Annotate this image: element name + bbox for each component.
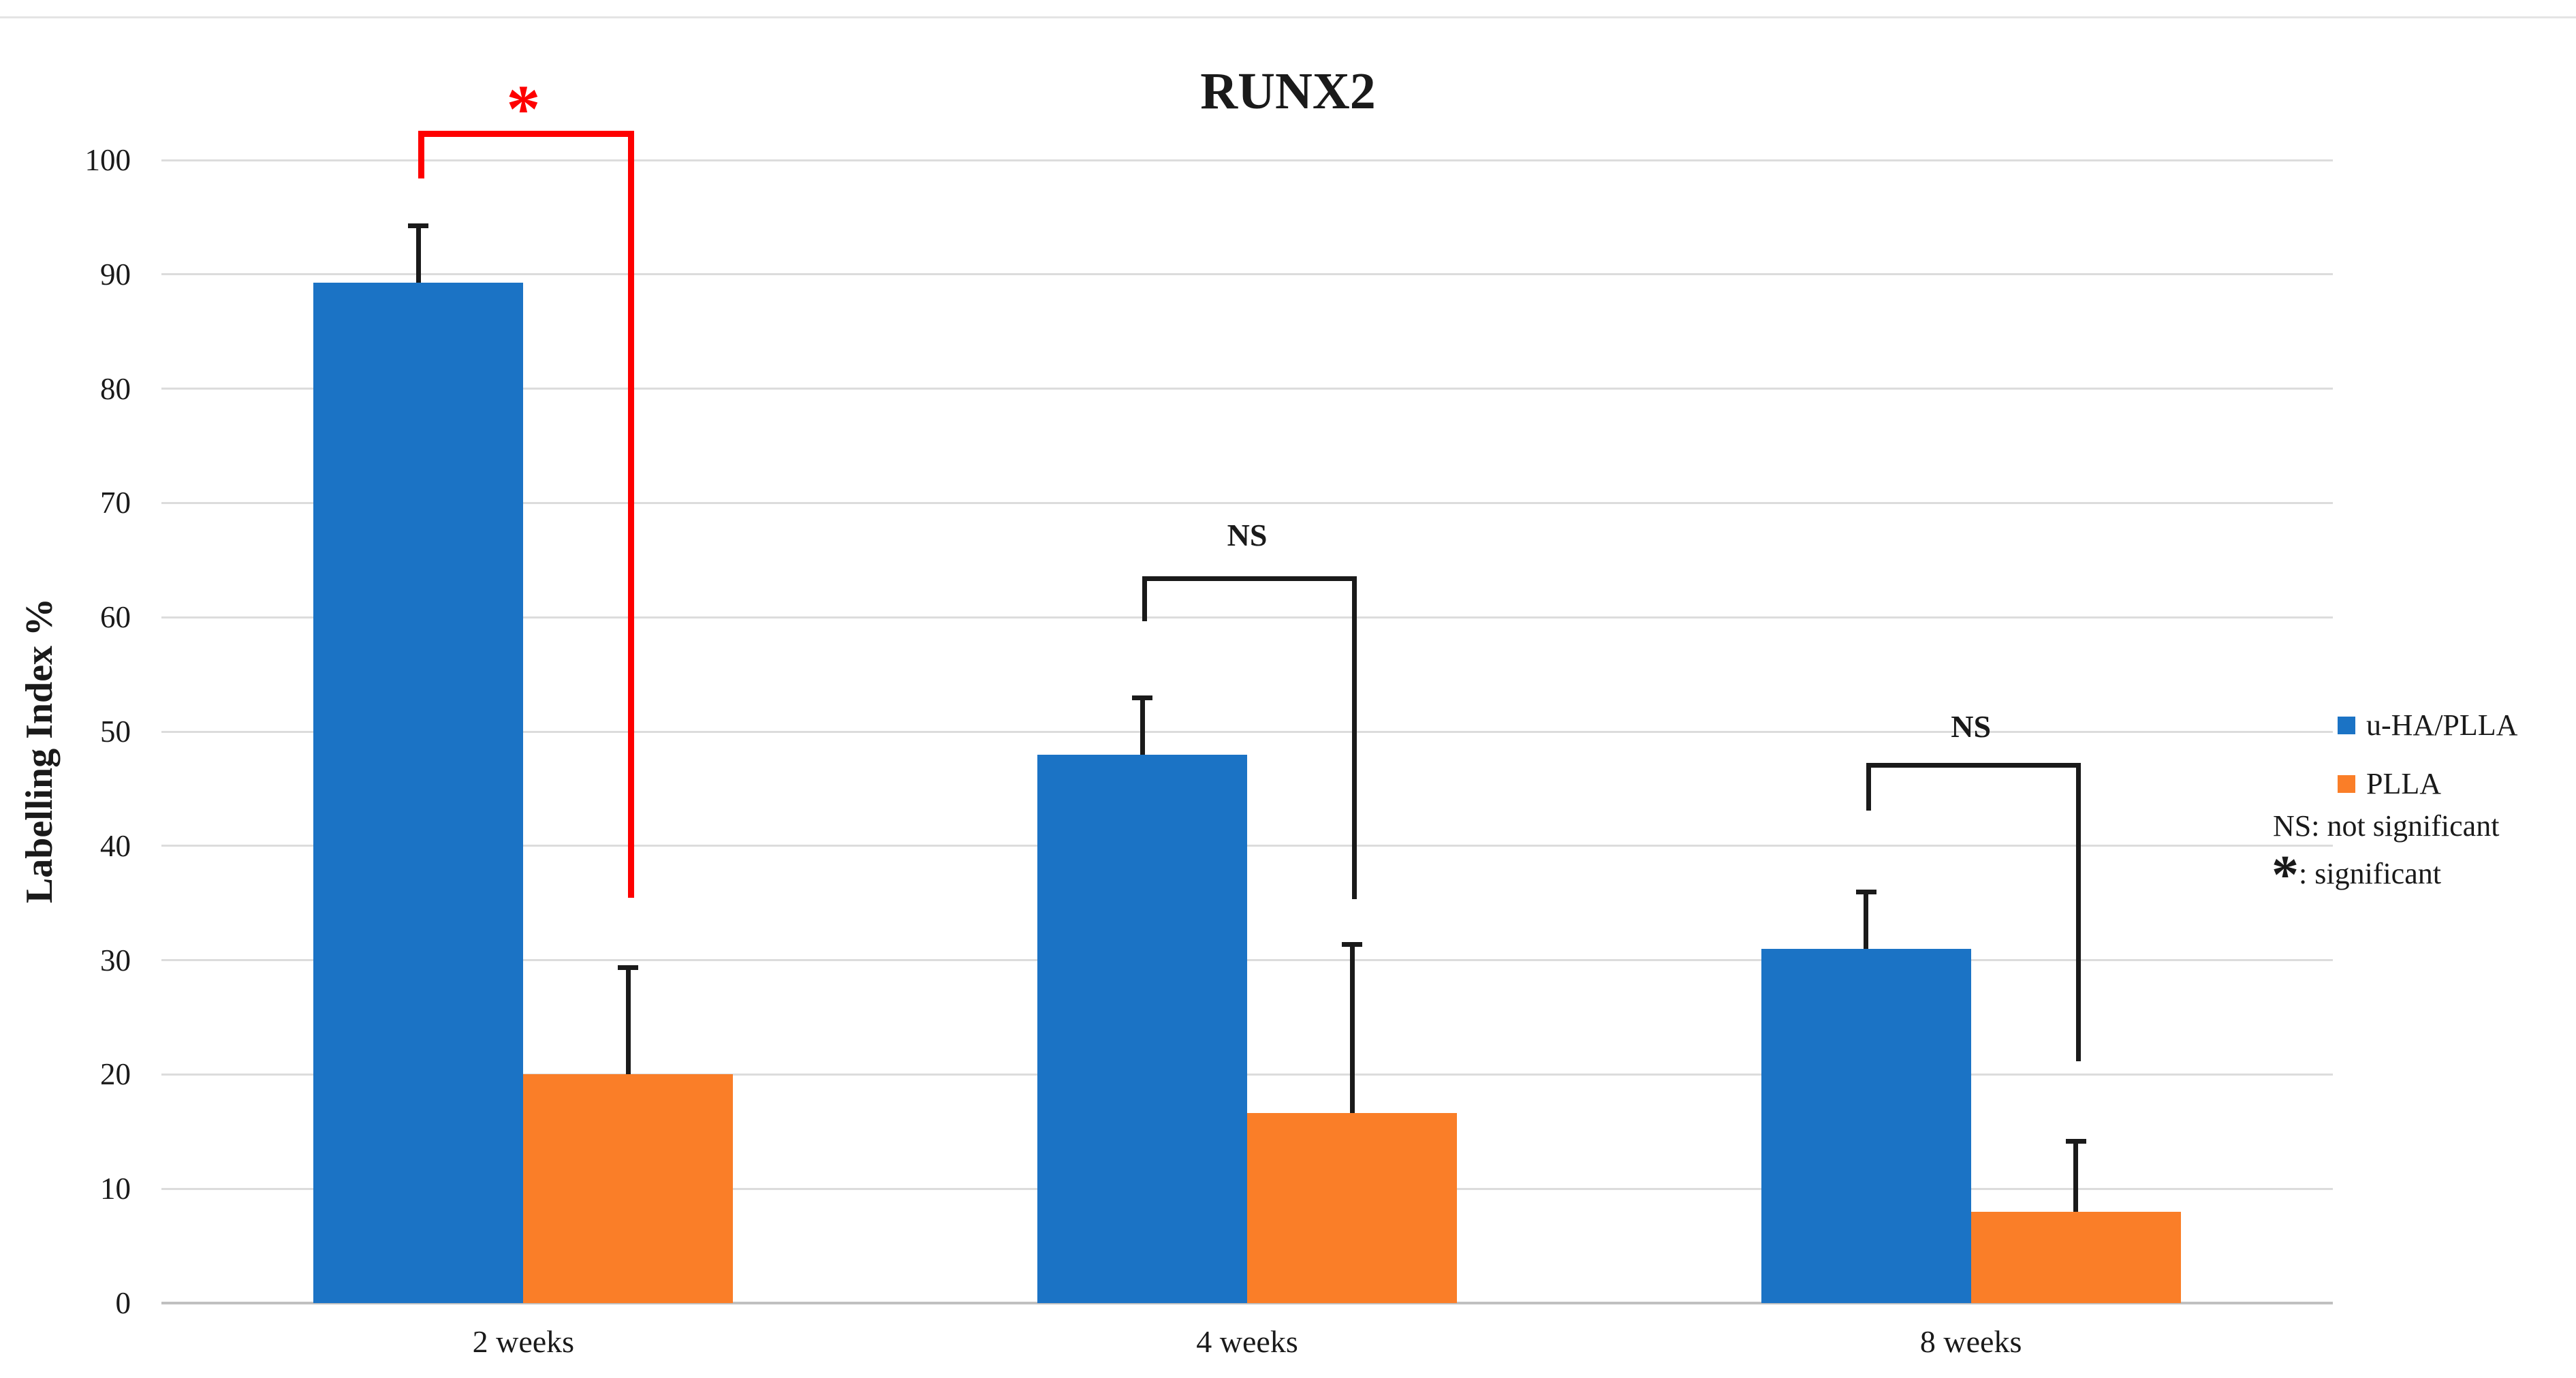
legend-swatch-plla bbox=[2338, 775, 2355, 793]
error-bar-plla-2-weeks bbox=[625, 967, 631, 1075]
legend-label-plla: PLLA bbox=[2366, 767, 2441, 800]
error-bar-cap-plla-8-weeks bbox=[2065, 1138, 2086, 1144]
bar-plla-8-weeks bbox=[1970, 1211, 2181, 1303]
significance-bracket-left-tick-2-weeks bbox=[418, 131, 425, 178]
legend-item-u-ha-plla: u-HA/PLLA bbox=[2338, 707, 2517, 744]
gridline-80 bbox=[161, 388, 2333, 390]
y-tick-label-70: 70 bbox=[100, 486, 131, 520]
legend-item-plla: PLLA bbox=[2338, 766, 2441, 802]
legend-note-star-symbol: * bbox=[2272, 845, 2299, 905]
x-tick-label-4-weeks: 4 weeks bbox=[1196, 1324, 1298, 1359]
bar-u-ha-plla-8-weeks bbox=[1761, 948, 1971, 1303]
bar-u-ha-plla-4-weeks bbox=[1037, 754, 1247, 1303]
error-bar-cap-u-ha-plla-2-weeks bbox=[408, 223, 429, 228]
error-bar-u-ha-plla-4-weeks bbox=[1140, 697, 1145, 755]
error-bar-cap-u-ha-plla-4-weeks bbox=[1132, 695, 1152, 700]
significance-bracket-8-weeks bbox=[1866, 763, 2081, 768]
gridline-50 bbox=[161, 730, 2333, 733]
legend-note-star-text: : significant bbox=[2299, 857, 2441, 890]
gridline-100 bbox=[161, 159, 2333, 161]
legend-label-u-ha-plla: u-HA/PLLA bbox=[2366, 708, 2518, 742]
legend-note-ns-symbol: NS bbox=[2273, 809, 2312, 843]
error-bar-u-ha-plla-8-weeks bbox=[1864, 891, 1869, 949]
error-bar-cap-plla-2-weeks bbox=[618, 965, 639, 970]
y-tick-label-20: 20 bbox=[100, 1057, 131, 1092]
gridline-90 bbox=[161, 273, 2333, 276]
significance-label-4-weeks: NS bbox=[1227, 518, 1268, 552]
significance-bracket-right-line-4-weeks bbox=[1352, 576, 1357, 899]
bar-plla-4-weeks bbox=[1247, 1113, 1457, 1303]
gridline-70 bbox=[161, 501, 2333, 504]
x-axis-line bbox=[161, 1302, 2333, 1304]
significance-bracket-right-line-2-weeks bbox=[628, 131, 635, 898]
bar-plla-2-weeks bbox=[523, 1074, 734, 1303]
error-bar-plla-8-weeks bbox=[2073, 1140, 2079, 1212]
gridline-40 bbox=[161, 845, 2333, 847]
legend-note-star: *: significant bbox=[2272, 848, 2441, 903]
x-tick-label-2-weeks: 2 weeks bbox=[472, 1324, 575, 1359]
error-bar-plla-4-weeks bbox=[1349, 944, 1355, 1114]
x-tick-label-8-weeks: 8 weeks bbox=[1919, 1324, 2022, 1359]
gridline-60 bbox=[161, 616, 2333, 618]
significance-bracket-left-tick-4-weeks bbox=[1142, 576, 1147, 621]
y-tick-label-50: 50 bbox=[100, 715, 131, 749]
y-tick-label-40: 40 bbox=[100, 828, 131, 863]
y-tick-label-80: 80 bbox=[100, 371, 131, 406]
figure-top-border bbox=[0, 16, 2576, 18]
error-bar-cap-u-ha-plla-8-weeks bbox=[1855, 889, 1876, 894]
y-tick-label-10: 10 bbox=[100, 1172, 131, 1206]
legend-note-ns-text: : not significant bbox=[2311, 809, 2500, 843]
y-tick-label-90: 90 bbox=[100, 257, 131, 292]
significance-label-8-weeks: NS bbox=[1951, 709, 1992, 744]
y-tick-label-60: 60 bbox=[100, 600, 131, 635]
plot-area bbox=[161, 159, 2333, 1304]
significance-bracket-4-weeks bbox=[1142, 576, 1357, 581]
error-bar-u-ha-plla-2-weeks bbox=[415, 225, 421, 283]
significance-bracket-left-tick-8-weeks bbox=[1866, 763, 1871, 811]
legend-note-ns: NS: not significant bbox=[2273, 808, 2499, 845]
chart-title: RUNX2 bbox=[1200, 63, 1376, 120]
significance-bracket-2-weeks bbox=[418, 131, 635, 137]
significance-label-2-weeks: * bbox=[506, 71, 541, 146]
y-tick-label-30: 30 bbox=[100, 943, 131, 977]
gridline-20 bbox=[161, 1073, 2333, 1076]
y-tick-label-100: 100 bbox=[84, 143, 131, 177]
significance-bracket-right-line-8-weeks bbox=[2075, 763, 2081, 1061]
error-bar-cap-plla-4-weeks bbox=[1342, 942, 1362, 948]
gridline-30 bbox=[161, 959, 2333, 962]
y-tick-label-0: 0 bbox=[115, 1286, 131, 1320]
legend-swatch-u-ha-plla bbox=[2338, 717, 2355, 734]
bar-u-ha-plla-2-weeks bbox=[313, 282, 524, 1303]
